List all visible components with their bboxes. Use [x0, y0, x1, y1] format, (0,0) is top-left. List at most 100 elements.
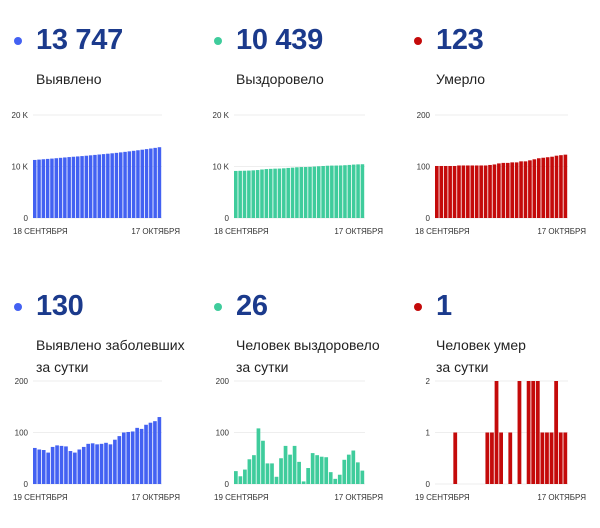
bar — [492, 164, 497, 218]
bar — [535, 381, 540, 484]
bar — [286, 167, 290, 218]
bar — [310, 453, 315, 484]
bar — [33, 159, 37, 218]
bar — [67, 157, 71, 218]
dot-icon — [14, 303, 22, 311]
bar — [559, 155, 563, 218]
bar — [255, 170, 260, 218]
bar — [234, 471, 238, 484]
bar — [334, 165, 338, 218]
stat-label-line: за сутки — [436, 359, 489, 375]
bar — [277, 168, 282, 218]
bar — [453, 432, 458, 484]
bar-chart-deaths-daily: 0 1 2 19 СЕНТЯБРЯ 17 ОКТЯБРЯ — [415, 377, 586, 502]
bar — [106, 153, 110, 218]
bar — [252, 455, 256, 484]
bar — [541, 157, 546, 218]
bar — [540, 432, 545, 484]
bar — [279, 458, 283, 484]
bar — [549, 432, 554, 484]
bar — [474, 165, 479, 218]
bar — [531, 381, 536, 484]
stat-label-line: Выявлено заболевших — [36, 337, 185, 353]
bar — [139, 428, 144, 484]
bar — [59, 445, 64, 484]
bar — [306, 468, 310, 484]
card-recovered-daily: 26 Человек выздоровело за сутки 0 100 200 19 С… — [200, 266, 400, 528]
y-tick-label: 10 K — [213, 163, 230, 172]
dot-icon — [14, 37, 22, 45]
bar — [312, 166, 317, 218]
bar — [333, 478, 338, 484]
x-tick-label: 17 ОКТЯБРЯ — [131, 493, 180, 502]
bar — [299, 167, 304, 218]
stat-label: Выявлено — [36, 68, 102, 90]
bar — [321, 165, 325, 218]
bar — [508, 432, 513, 484]
y-tick-label: 20 K — [213, 111, 230, 120]
bar — [297, 461, 301, 484]
bar — [563, 432, 568, 484]
bar — [343, 165, 347, 218]
bar — [270, 463, 274, 484]
bar — [485, 432, 490, 484]
bar-chart-deaths-total: 0 100 200 18 СЕНТЯБРЯ 17 ОКТЯБРЯ — [415, 111, 586, 236]
stat-label: Человек выздоровело за сутки — [236, 334, 380, 378]
bar — [288, 454, 292, 484]
bar — [108, 444, 113, 484]
bar — [234, 170, 238, 218]
bar — [80, 156, 84, 218]
bar — [319, 456, 324, 484]
y-tick-label: 200 — [417, 111, 431, 120]
stat-label: Умерло — [436, 68, 485, 90]
bar — [93, 154, 97, 218]
y-tick-label: 1 — [426, 429, 431, 438]
bar — [268, 168, 273, 218]
bar — [76, 156, 80, 218]
bar — [308, 166, 312, 218]
bar — [153, 421, 157, 484]
bar — [356, 164, 360, 218]
bar — [114, 152, 119, 218]
bar — [273, 168, 277, 218]
stat-label: Человек умер за сутки — [436, 334, 526, 378]
bar — [104, 442, 108, 484]
bar — [123, 151, 127, 218]
bar — [494, 381, 499, 484]
bar — [81, 446, 86, 484]
bar — [324, 457, 329, 484]
bar-chart-recovered-total: 0 10 K 20 K 18 СЕНТЯБРЯ 17 ОКТЯБРЯ — [213, 111, 384, 236]
bar — [315, 455, 320, 484]
bar — [274, 476, 279, 484]
bar — [470, 165, 475, 218]
bar — [41, 450, 46, 484]
bar — [295, 167, 299, 218]
card-cases-daily: 130 Выявлено заболевших за сутки 0 100 200 19 … — [0, 266, 200, 528]
y-tick-label: 100 — [417, 163, 431, 172]
x-tick-label: 17 ОКТЯБРЯ — [334, 493, 383, 502]
bar — [264, 169, 269, 218]
bar — [50, 158, 54, 218]
bar — [86, 443, 91, 484]
y-tick-label: 200 — [15, 377, 29, 386]
bar — [346, 454, 351, 484]
x-tick-label: 17 ОКТЯБРЯ — [537, 227, 586, 236]
bar — [144, 424, 148, 484]
bar — [117, 436, 122, 484]
stat-label: Выявлено заболевших за сутки — [36, 334, 185, 378]
bar — [558, 432, 563, 484]
bar — [119, 152, 123, 218]
bar — [303, 167, 308, 218]
bar — [77, 449, 82, 484]
bar — [355, 462, 360, 484]
bar — [532, 159, 537, 218]
bar — [41, 159, 46, 218]
y-tick-label: 100 — [15, 429, 29, 438]
stat-label-line: Выздоровело — [236, 71, 324, 87]
bar — [58, 157, 63, 218]
bar — [448, 165, 452, 218]
bar — [554, 155, 559, 218]
bar — [282, 168, 286, 218]
bar — [351, 450, 356, 484]
bar — [290, 167, 295, 218]
